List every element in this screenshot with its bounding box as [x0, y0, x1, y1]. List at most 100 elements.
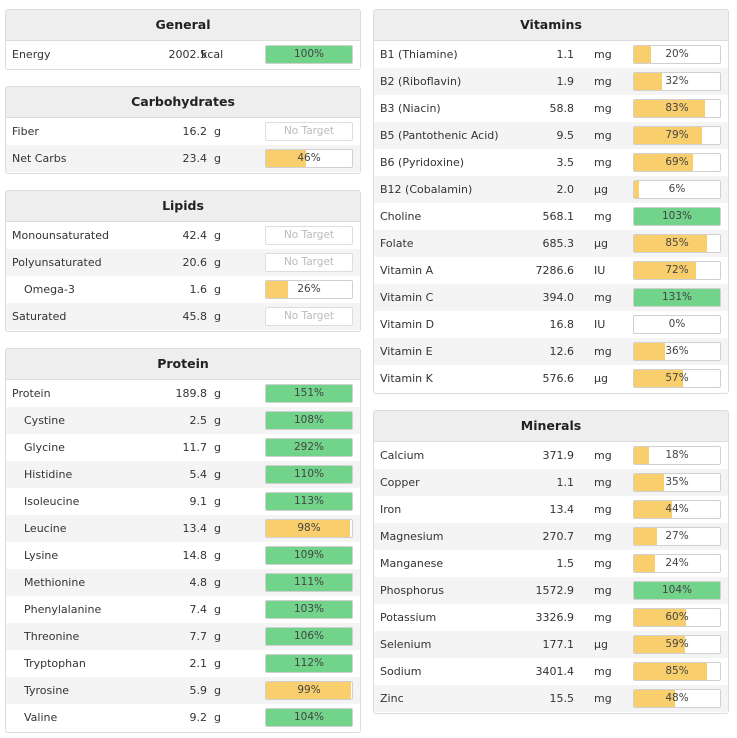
nutrient-row[interactable]: Vitamin E 12.6 mg 36%	[374, 338, 728, 365]
nutrient-row[interactable]: Valine 9.2 g 104%	[6, 704, 360, 731]
nutrient-row[interactable]: Iron 13.4 mg 44%	[374, 496, 728, 523]
nutrient-row[interactable]: Histidine 5.4 g 110%	[6, 461, 360, 488]
nutrient-amount: 1572.9	[535, 584, 575, 597]
nutrient-name: Vitamin C	[380, 291, 434, 304]
target-percent: No Target	[283, 125, 335, 137]
nutrient-name: Sodium	[380, 665, 422, 678]
lipids-rows: Monounsaturated 42.4 g No Target Polyunsatur…	[6, 222, 360, 330]
nutrient-row[interactable]: Vitamin K 576.6 µg 57%	[374, 365, 728, 392]
target-progress-bar: 46%	[265, 149, 353, 168]
target-progress-fill	[634, 262, 696, 279]
nutrient-row[interactable]: Lysine 14.8 g 109%	[6, 542, 360, 569]
carbohydrates-rows: Fiber 16.2 g No Target Net Carbs 23.4 g 46%	[6, 118, 360, 172]
nutrient-row[interactable]: Cystine 2.5 g 108%	[6, 407, 360, 434]
nutrient-row[interactable]: Isoleucine 9.1 g 113%	[6, 488, 360, 515]
target-progress-bar: 0%	[633, 315, 721, 334]
nutrient-row[interactable]: Magnesium 270.7 mg 27%	[374, 523, 728, 550]
nutrient-name: Folate	[380, 237, 414, 250]
target-progress-bar: 48%	[633, 689, 721, 708]
target-progress-bar: 79%	[633, 126, 721, 145]
nutrient-row[interactable]: Tryptophan 2.1 g 112%	[6, 650, 360, 677]
nutrient-amount: 7286.6	[535, 264, 575, 277]
nutrient-row[interactable]: Fiber 16.2 g No Target	[6, 118, 360, 145]
nutrient-name: Vitamin D	[380, 318, 435, 331]
nutrient-row[interactable]: Polyunsaturated 20.6 g No Target	[6, 249, 360, 276]
target-progress-bar: 131%	[633, 288, 721, 307]
nutrient-row[interactable]: Manganese 1.5 mg 24%	[374, 550, 728, 577]
nutrient-amount: 9.5	[556, 129, 575, 142]
nutrient-name: Iron	[380, 503, 402, 516]
nutrient-row[interactable]: B5 (Pantothenic Acid) 9.5 mg 79%	[374, 122, 728, 149]
nutrient-row[interactable]: Threonine 7.7 g 106%	[6, 623, 360, 650]
nutrient-row[interactable]: Net Carbs 23.4 g 46%	[6, 145, 360, 172]
nutrient-name: Potassium	[380, 611, 437, 624]
nutrient-row[interactable]: Energy 2002.5 kcal 100%	[6, 41, 360, 68]
target-progress-fill	[634, 289, 720, 306]
nutrient-unit: g	[214, 684, 221, 697]
nutrient-name: Glycine	[24, 441, 65, 454]
target-progress-fill	[634, 555, 655, 572]
nutrient-row[interactable]: Vitamin D 16.8 IU 0%	[374, 311, 728, 338]
target-percent: 104%	[293, 711, 325, 723]
target-percent: 69%	[665, 156, 689, 168]
nutrient-name: Phenylalanine	[24, 603, 102, 616]
nutrient-row[interactable]: Saturated 45.8 g No Target	[6, 303, 360, 330]
nutrient-row[interactable]: Selenium 177.1 µg 59%	[374, 631, 728, 658]
nutrient-row[interactable]: Leucine 13.4 g 98%	[6, 515, 360, 542]
nutrient-amount: 14.8	[182, 549, 208, 562]
nutrient-amount: 2.1	[189, 657, 208, 670]
nutrient-row[interactable]: B1 (Thiamine) 1.1 mg 20%	[374, 41, 728, 68]
target-percent: 35%	[665, 476, 689, 488]
nutrient-row[interactable]: Vitamin A 7286.6 IU 72%	[374, 257, 728, 284]
nutrient-row[interactable]: Phenylalanine 7.4 g 103%	[6, 596, 360, 623]
nutrient-row[interactable]: Folate 685.3 µg 85%	[374, 230, 728, 257]
nutrient-row[interactable]: Phosphorus 1572.9 mg 104%	[374, 577, 728, 604]
nutrient-unit: mg	[594, 665, 612, 678]
nutrient-row[interactable]: B3 (Niacin) 58.8 mg 83%	[374, 95, 728, 122]
target-progress-fill	[634, 609, 686, 626]
nutrient-amount: 685.3	[542, 237, 575, 250]
carbohydrates-card: Carbohydrates Fiber 16.2 g No Target Net Car…	[5, 86, 361, 174]
nutrient-row[interactable]: Sodium 3401.4 mg 85%	[374, 658, 728, 685]
nutrient-name: Zinc	[380, 692, 404, 705]
nutrient-amount: 9.1	[189, 495, 208, 508]
protein-rows: Protein 189.8 g 151% Cystine 2.5 g 108% Glycine 1…	[6, 380, 360, 731]
target-percent: 292%	[293, 441, 325, 453]
nutrient-amount: 20.6	[182, 256, 208, 269]
nutrient-unit: g	[214, 256, 221, 269]
target-percent: 151%	[293, 387, 325, 399]
nutrient-amount: 7.7	[189, 630, 208, 643]
target-progress-bar: 110%	[265, 465, 353, 484]
nutrient-row[interactable]: B12 (Cobalamin) 2.0 µg 6%	[374, 176, 728, 203]
lipids-title: Lipids	[6, 191, 360, 222]
nutrient-name: Phosphorus	[380, 584, 444, 597]
nutrient-row[interactable]: Tyrosine 5.9 g 99%	[6, 677, 360, 704]
target-progress-fill	[634, 528, 658, 545]
nutrient-name: Threonine	[24, 630, 80, 643]
nutrient-row[interactable]: Zinc 15.5 mg 48%	[374, 685, 728, 712]
nutrient-row[interactable]: Calcium 371.9 mg 18%	[374, 442, 728, 469]
target-percent: 36%	[665, 345, 689, 357]
nutrient-row[interactable]: Monounsaturated 42.4 g No Target	[6, 222, 360, 249]
nutrient-row[interactable]: B6 (Pyridoxine) 3.5 mg 69%	[374, 149, 728, 176]
nutrient-row[interactable]: Protein 189.8 g 151%	[6, 380, 360, 407]
nutrient-row[interactable]: Copper 1.1 mg 35%	[374, 469, 728, 496]
nutrient-row[interactable]: Glycine 11.7 g 292%	[6, 434, 360, 461]
target-percent: 100%	[293, 48, 325, 60]
nutrient-row[interactable]: B2 (Riboflavin) 1.9 mg 32%	[374, 68, 728, 95]
target-progress-fill	[266, 682, 352, 699]
target-progress-bar: 27%	[633, 527, 721, 546]
nutrient-name: Selenium	[380, 638, 432, 651]
nutrient-name: B2 (Riboflavin)	[380, 75, 462, 88]
nutrient-row[interactable]: Choline 568.1 mg 103%	[374, 203, 728, 230]
target-progress-fill	[634, 127, 702, 144]
target-percent: 26%	[297, 283, 321, 295]
nutrient-name: Choline	[380, 210, 422, 223]
nutrient-amount: 12.6	[549, 345, 575, 358]
nutrient-row[interactable]: Methionine 4.8 g 111%	[6, 569, 360, 596]
nutrient-row[interactable]: Vitamin C 394.0 mg 131%	[374, 284, 728, 311]
target-progress-bar: 57%	[633, 369, 721, 388]
nutrient-row[interactable]: Potassium 3326.9 mg 60%	[374, 604, 728, 631]
nutrient-name: Calcium	[380, 449, 425, 462]
nutrient-row[interactable]: Omega-3 1.6 g 26%	[6, 276, 360, 303]
